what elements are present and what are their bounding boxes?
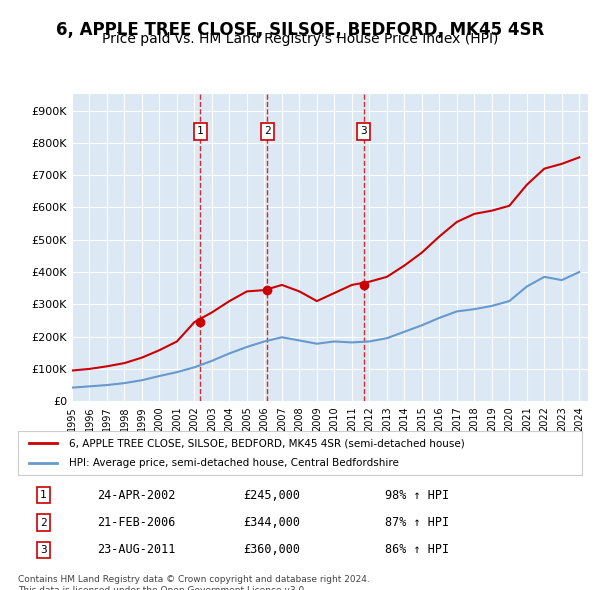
Text: 87% ↑ HPI: 87% ↑ HPI [385,516,449,529]
Text: 2: 2 [40,517,47,527]
Text: 24-APR-2002: 24-APR-2002 [97,489,175,502]
Text: 98% ↑ HPI: 98% ↑ HPI [385,489,449,502]
Text: 6, APPLE TREE CLOSE, SILSOE, BEDFORD, MK45 4SR: 6, APPLE TREE CLOSE, SILSOE, BEDFORD, MK… [56,21,544,39]
Text: £360,000: £360,000 [244,543,301,556]
Text: 21-FEB-2006: 21-FEB-2006 [97,516,175,529]
Text: £344,000: £344,000 [244,516,301,529]
Text: 3: 3 [40,545,47,555]
Text: HPI: Average price, semi-detached house, Central Bedfordshire: HPI: Average price, semi-detached house,… [69,458,398,467]
Text: Contains HM Land Registry data © Crown copyright and database right 2024.
This d: Contains HM Land Registry data © Crown c… [18,575,370,590]
Text: £245,000: £245,000 [244,489,301,502]
Text: 1: 1 [197,126,203,136]
Text: Price paid vs. HM Land Registry's House Price Index (HPI): Price paid vs. HM Land Registry's House … [102,32,498,47]
Text: 1: 1 [40,490,47,500]
Text: 3: 3 [360,126,367,136]
Text: 23-AUG-2011: 23-AUG-2011 [97,543,175,556]
Text: 86% ↑ HPI: 86% ↑ HPI [385,543,449,556]
Text: 2: 2 [264,126,271,136]
Text: 6, APPLE TREE CLOSE, SILSOE, BEDFORD, MK45 4SR (semi-detached house): 6, APPLE TREE CLOSE, SILSOE, BEDFORD, MK… [69,438,464,448]
